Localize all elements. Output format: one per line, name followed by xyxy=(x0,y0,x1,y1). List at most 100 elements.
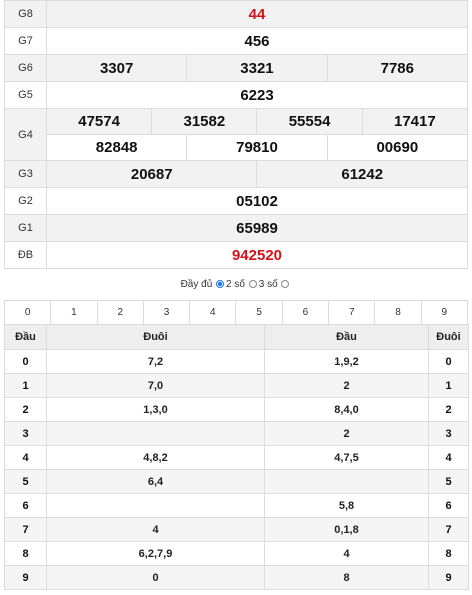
row-key: 6 xyxy=(4,493,47,518)
prize-g1-value: 65989 xyxy=(46,214,468,242)
row-key-2: 1 xyxy=(428,373,469,398)
row-key: 2 xyxy=(4,397,47,422)
row-key: 9 xyxy=(4,565,47,590)
row-key: 3 xyxy=(4,421,47,446)
loto-row-1: 1 7,0 2 1 xyxy=(4,373,469,398)
row-key-2: 3 xyxy=(428,421,469,446)
loto-row-2: 2 1,3,0 8,4,0 2 xyxy=(4,397,469,422)
row-key: 4 xyxy=(4,445,47,470)
prize-g4-value-2: 31582 xyxy=(151,108,258,135)
prize-g4-value-7: 00690 xyxy=(326,134,469,161)
prize-label-g2: G2 xyxy=(4,187,47,215)
row-duoi: 6,2,7,9 xyxy=(46,541,265,566)
results-table: G8 44 G7 456 G6 3307 3321 7786 G5 6223 G… xyxy=(4,0,469,269)
row-duoi: 4 xyxy=(46,517,265,542)
loto-row-3: 3 2 3 xyxy=(4,421,469,446)
row-dau: 0,1,8 xyxy=(264,517,429,542)
prize-g2-value: 05102 xyxy=(46,187,468,215)
prize-label-g3: G3 xyxy=(4,160,47,188)
loto-row-9: 9 0 8 9 xyxy=(4,565,469,590)
row-dau: 5,8 xyxy=(264,493,429,518)
row-key-2: 2 xyxy=(428,397,469,422)
row-key-2: 5 xyxy=(428,469,469,494)
prize-g6-value-1: 3307 xyxy=(45,54,188,82)
header-dau: Đầu xyxy=(4,324,47,350)
row-key: 8 xyxy=(4,541,47,566)
prize-g6-value-3: 7786 xyxy=(326,54,469,82)
header-duoi: Đuôi xyxy=(46,324,265,350)
header-duoi-2: Đuôi xyxy=(428,324,469,350)
digit-1-button[interactable]: 1 xyxy=(50,300,98,325)
digit-4-button[interactable]: 4 xyxy=(189,300,237,325)
row-g2: G2 05102 xyxy=(4,187,468,215)
row-g8: G8 44 xyxy=(4,0,468,28)
prize-g3-value-2: 61242 xyxy=(256,160,468,188)
row-key-2: 9 xyxy=(428,565,469,590)
row-dau: 8 xyxy=(264,565,429,590)
prize-g5-value: 6223 xyxy=(46,81,468,109)
option-full-label[interactable]: Đầy đủ xyxy=(180,279,213,290)
row-key-2: 7 xyxy=(428,517,469,542)
loto-table: Đầu Đuôi Đầu Đuôi 0 7,2 1,9,2 0 1 7,0 2 … xyxy=(4,324,469,590)
row-duoi: 4,8,2 xyxy=(46,445,265,470)
row-duoi: 7,0 xyxy=(46,373,265,398)
prize-label-g7: G7 xyxy=(4,27,47,55)
loto-row-5: 5 6,4 5 xyxy=(4,469,469,494)
digit-7-button[interactable]: 7 xyxy=(328,300,376,325)
row-g5: G5 6223 xyxy=(4,81,468,109)
prize-g4-value-3: 55554 xyxy=(256,108,363,135)
loto-row-7: 7 4 0,1,8 7 xyxy=(4,517,469,542)
digit-2-button[interactable]: 2 xyxy=(96,300,144,325)
digit-5-button[interactable]: 5 xyxy=(235,300,283,325)
loto-row-6: 6 5,8 6 xyxy=(4,493,469,518)
radio-three-digits[interactable] xyxy=(248,280,257,288)
loto-header-row: Đầu Đuôi Đầu Đuôi xyxy=(4,324,469,350)
prize-db-value: 942520 xyxy=(46,241,468,269)
row-key: 0 xyxy=(4,349,47,374)
row-duoi: 6,4 xyxy=(46,469,265,494)
prize-label-g8: G8 xyxy=(4,0,47,28)
prize-g4-value-5: 82848 xyxy=(45,134,188,161)
prize-g4-value-4: 17417 xyxy=(361,108,469,135)
row-dau: 1,9,2 xyxy=(264,349,429,374)
row-duoi: 0 xyxy=(46,565,265,590)
digit-filter-row: 0 1 2 3 4 5 6 7 8 9 xyxy=(3,300,469,325)
row-key: 5 xyxy=(4,469,47,494)
option-two-label[interactable]: 2 số xyxy=(226,279,245,290)
row-key: 1 xyxy=(4,373,47,398)
row-g7: G7 456 xyxy=(4,27,468,55)
row-g4-b: 82848 79810 00690 xyxy=(5,134,469,161)
row-dau: 2 xyxy=(264,373,429,398)
row-key-2: 4 xyxy=(428,445,469,470)
loto-row-8: 8 6,2,7,9 4 8 xyxy=(4,541,469,566)
row-g3: G3 20687 61242 xyxy=(4,160,468,188)
digit-3-button[interactable]: 3 xyxy=(142,300,191,325)
row-db: ĐB 942520 xyxy=(4,241,468,269)
row-dau xyxy=(264,469,429,494)
prize-label-g5: G5 xyxy=(4,81,47,109)
prize-g3-value-1: 20687 xyxy=(45,160,258,188)
digit-0-button[interactable]: 0 xyxy=(3,300,52,325)
row-duoi: 1,3,0 xyxy=(46,397,265,422)
row-duoi: 7,2 xyxy=(46,349,265,374)
row-key-2: 0 xyxy=(428,349,469,374)
row-key: 7 xyxy=(4,517,47,542)
digit-8-button[interactable]: 8 xyxy=(374,300,422,325)
row-g4-a: G4 47574 31582 55554 17417 xyxy=(4,108,469,161)
row-duoi xyxy=(46,493,265,518)
row-dau: 4 xyxy=(264,541,429,566)
digit-6-button[interactable]: 6 xyxy=(281,300,330,325)
row-g1: G1 65989 xyxy=(4,214,468,242)
loto-row-0: 0 7,2 1,9,2 0 xyxy=(4,349,469,374)
row-g6: G6 3307 3321 7786 xyxy=(4,54,469,82)
prize-g4-value-1: 47574 xyxy=(45,108,153,135)
radio-full[interactable] xyxy=(281,280,290,288)
radio-two-digits[interactable] xyxy=(216,280,225,288)
row-key-2: 8 xyxy=(428,541,469,566)
row-dau: 2 xyxy=(264,421,429,446)
header-dau-2: Đầu xyxy=(264,324,429,350)
prize-label-g4: G4 xyxy=(4,108,47,161)
loto-row-4: 4 4,8,2 4,7,5 4 xyxy=(4,445,469,470)
digit-9-button[interactable]: 9 xyxy=(420,300,469,325)
option-three-label[interactable]: 3 số xyxy=(258,279,278,290)
